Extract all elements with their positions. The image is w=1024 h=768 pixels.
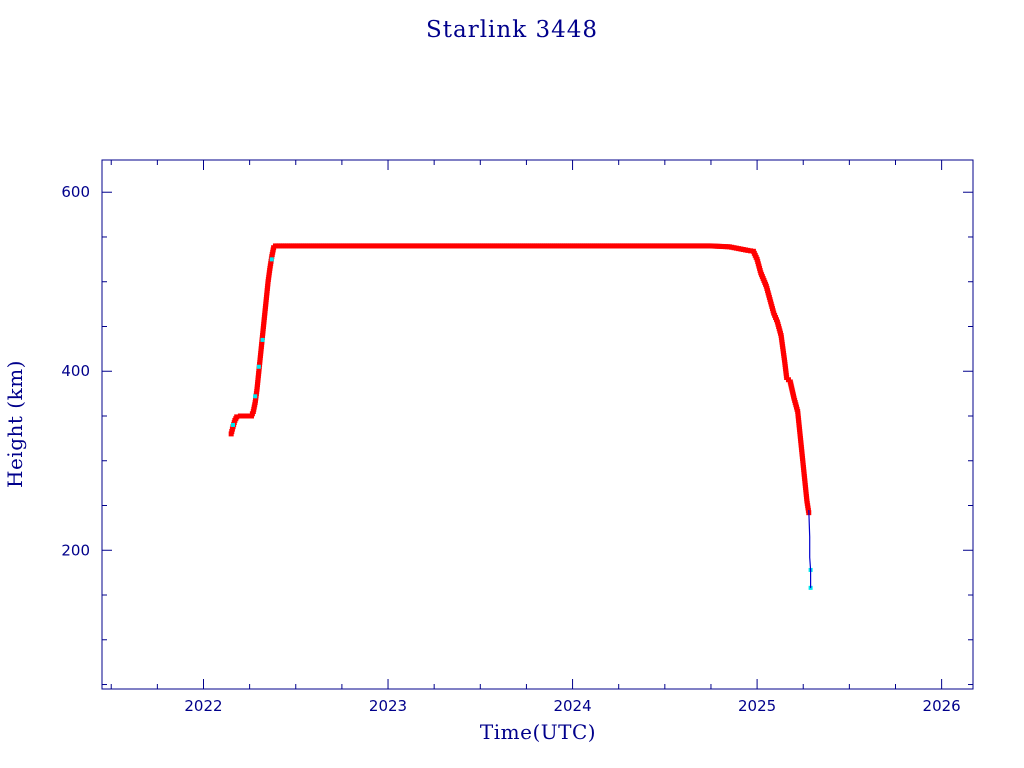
x-tick-label: 2024	[553, 697, 591, 715]
height-point-alt	[260, 337, 265, 342]
y-tick-label: 400	[61, 362, 90, 380]
tick-labels: 2022 2023 2024 2025 2026 200 400 600	[61, 183, 960, 715]
height-point-alt	[253, 394, 258, 399]
decay-line	[808, 509, 812, 588]
x-tick-label: 2023	[369, 697, 407, 715]
height-point-alt	[256, 364, 261, 369]
x-tick-label: 2022	[184, 697, 222, 715]
y-tick-label: 200	[61, 541, 90, 559]
y-axis-label: Height (km)	[3, 360, 27, 488]
height-point	[240, 413, 246, 419]
height-point	[237, 413, 243, 419]
x-axis-label: Time(UTC)	[480, 720, 596, 744]
y-tick-label: 600	[61, 183, 90, 201]
red-markers-series	[228, 243, 812, 516]
height-point	[234, 414, 240, 420]
height-point	[246, 413, 252, 419]
chart-title: Starlink 3448	[426, 17, 598, 43]
height-point	[243, 413, 249, 419]
height-point-alt	[269, 257, 274, 262]
x-tick-label: 2025	[738, 697, 776, 715]
height-point-alt	[231, 422, 236, 427]
x-tick-label: 2026	[923, 697, 961, 715]
plot-frame	[101, 159, 974, 690]
cyan-markers-series	[231, 257, 813, 590]
height-point	[745, 247, 751, 253]
height-point	[748, 248, 754, 254]
axis-ticks	[102, 160, 973, 689]
data-points	[228, 243, 813, 590]
